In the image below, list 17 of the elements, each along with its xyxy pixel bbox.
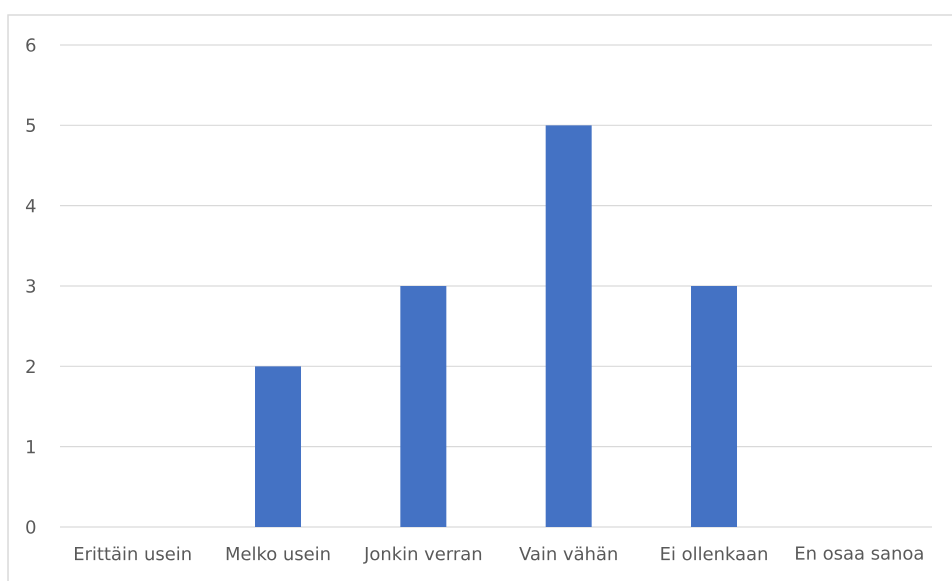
y-tick-label: 1 [27,440,35,454]
y-tick-label: 2 [26,360,35,373]
y-tick-label: 3 [26,279,36,293]
bar [255,366,302,527]
bar [400,286,446,527]
x-tick-label: Jonkin verran [363,546,482,564]
y-tick-label: 0 [26,520,36,534]
y-tick-label: 5 [26,118,35,132]
y-tick-label: 6 [26,38,36,52]
y-tick-label: 4 [26,199,36,212]
bar [546,125,592,527]
x-tick-label: Melko usein [226,546,330,560]
x-tick-label: Vain vähän [519,546,617,560]
x-tick-label: En osaa sanoa [796,546,923,560]
bar [691,286,738,527]
x-tick-label: Erittäin usein [75,546,191,560]
x-tick-label: Ei ollenkaan [661,546,767,560]
